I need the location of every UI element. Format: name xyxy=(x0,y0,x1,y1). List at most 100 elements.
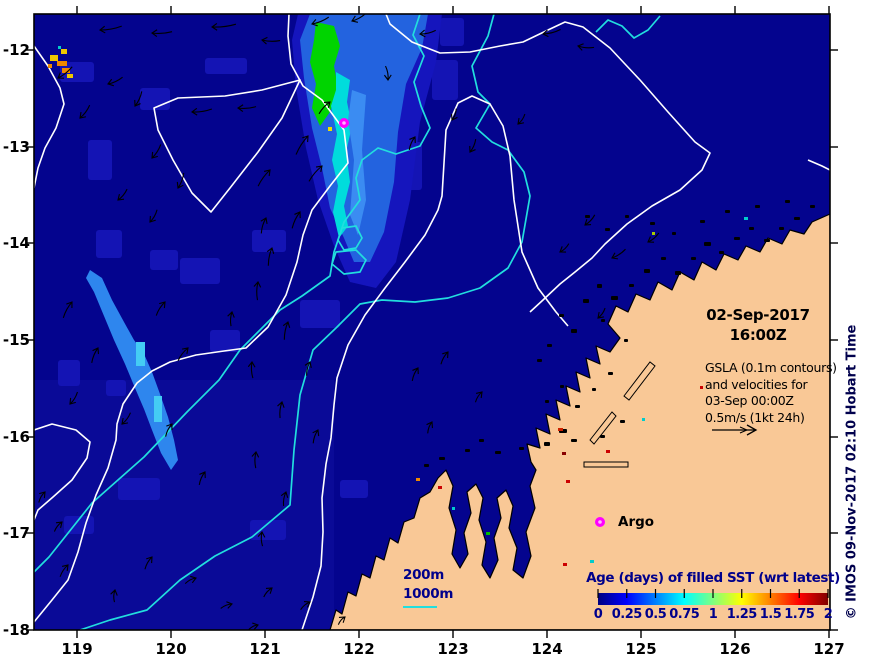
colorbar-tick-label: 0.75 xyxy=(669,607,700,622)
sst-age-patch xyxy=(205,58,247,74)
sst-age-patch xyxy=(58,360,80,386)
velocity-arrow xyxy=(408,136,416,151)
argo-label: Argo xyxy=(618,514,655,530)
sst-speck xyxy=(48,64,52,68)
velocity-arrow xyxy=(149,209,158,223)
plot-frame xyxy=(33,13,831,631)
depth-1000m-label: 1000m xyxy=(403,586,454,602)
velocity-arrow xyxy=(295,135,309,155)
island xyxy=(620,420,625,423)
velocity-arrow xyxy=(155,301,166,316)
velocity-arrow xyxy=(177,347,189,361)
colorbar-tick-label: 1.75 xyxy=(784,607,815,622)
velocity-arrow xyxy=(266,247,275,266)
island xyxy=(560,385,564,388)
argo-marker-core xyxy=(598,520,602,524)
island xyxy=(583,299,589,303)
velocity-arrow xyxy=(227,311,235,327)
velocity-arrow xyxy=(191,107,213,116)
velocity-arrow xyxy=(261,36,281,45)
sst-age-patch xyxy=(440,18,464,46)
datetime-line2: 16:00Z xyxy=(729,326,787,344)
velocity-arrow xyxy=(312,429,320,444)
sst-age-patch xyxy=(252,230,286,252)
velocity-scale-arrow xyxy=(712,424,758,436)
velocity-arrow xyxy=(300,601,311,611)
velocity-arrow xyxy=(79,104,91,119)
island xyxy=(624,339,628,342)
island xyxy=(424,464,429,467)
island xyxy=(749,227,754,230)
velocity-arrow xyxy=(411,367,419,382)
sst-speck xyxy=(136,342,145,366)
sst-speck xyxy=(50,55,58,61)
island xyxy=(691,257,696,260)
island xyxy=(625,215,629,218)
sst-cyan-strip xyxy=(331,72,352,238)
sst-speck xyxy=(562,452,566,455)
sst-age-patch xyxy=(180,258,220,284)
island xyxy=(794,217,800,220)
velocity-arrow xyxy=(38,491,46,503)
island xyxy=(519,447,524,450)
island xyxy=(585,215,590,218)
gsla-contour xyxy=(34,423,91,521)
bathymetry-contour xyxy=(595,15,661,39)
island xyxy=(755,205,760,208)
datetime-line1: 02-Sep-2017 xyxy=(706,306,810,324)
island xyxy=(644,269,650,273)
x-tick-label: 127 xyxy=(813,640,845,658)
x-tick-label: 125 xyxy=(625,640,657,658)
island xyxy=(700,220,705,223)
gsla-contour xyxy=(807,159,830,171)
island xyxy=(734,237,740,240)
velocity-arrow xyxy=(184,575,197,585)
x-tick-label: 120 xyxy=(155,640,187,658)
gsla-line-3: 03-Sep 00:00Z xyxy=(705,393,794,408)
sst-speck xyxy=(744,217,748,220)
gsla-contour xyxy=(34,45,65,189)
velocity-arrow xyxy=(474,391,483,403)
velocity-arrow xyxy=(151,29,173,38)
x-tick-label: 124 xyxy=(531,640,563,658)
velocity-arrow xyxy=(144,556,153,570)
sst-speck xyxy=(566,480,570,483)
velocity-arrow xyxy=(107,76,123,87)
sst-speck xyxy=(558,428,563,431)
sst-speck xyxy=(642,418,645,421)
velocity-arrow xyxy=(247,361,256,379)
velocity-arrow xyxy=(451,108,458,121)
sst-age-patch xyxy=(150,250,178,270)
colorbar-tick-label: 2 xyxy=(823,607,833,622)
velocity-arrow xyxy=(517,113,526,125)
gsla-contour xyxy=(385,14,711,313)
colorbar-tick-label: 1 xyxy=(708,607,718,622)
island xyxy=(675,271,681,275)
y-tick-label: -13 xyxy=(2,138,30,156)
island xyxy=(725,210,730,213)
y-tick-label: -16 xyxy=(2,428,30,446)
velocity-arrow xyxy=(134,91,143,107)
sst-speck xyxy=(590,560,594,563)
sst-speck xyxy=(67,74,73,78)
colorbar-title: Age (days) of filled SST (wrt latest) xyxy=(586,570,840,586)
sst-speck xyxy=(154,396,162,422)
island xyxy=(495,451,501,454)
depth-200m-label: 200m xyxy=(403,567,445,583)
land-australia xyxy=(329,213,830,630)
sst-age-patch xyxy=(96,230,122,258)
velocity-arrow xyxy=(251,451,260,469)
sst-age-patch xyxy=(432,60,458,100)
island xyxy=(810,205,815,208)
gsla-annotation: GSLA (0.1m contours) and velocities for … xyxy=(705,360,837,426)
velocity-arrow xyxy=(62,301,73,319)
velocity-arrow xyxy=(165,423,173,437)
gsla-contour xyxy=(34,14,349,623)
velocity-arrow xyxy=(282,321,291,340)
y-tick-label: -18 xyxy=(2,621,30,639)
velocity-arrow xyxy=(426,421,433,434)
island xyxy=(575,405,580,408)
island xyxy=(600,435,605,438)
y-tick-label: -17 xyxy=(2,524,30,542)
gsla-line-4: 0.5m/s (1kt 24h) xyxy=(705,409,805,425)
